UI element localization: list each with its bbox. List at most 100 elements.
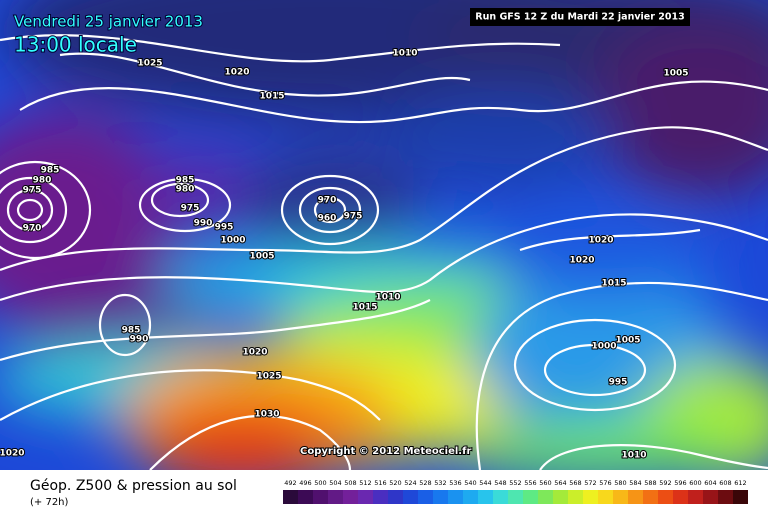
legend-swatch [703,490,718,504]
legend-label: 572 [584,479,596,487]
run-info: Run GFS 12 Z du Mardi 22 janvier 2013 [475,12,684,23]
isobar-label: 1015 [259,92,284,102]
isobar-label: 975 [181,204,200,214]
legend-label: 608 [719,479,731,487]
legend-swatch [538,490,553,504]
legend-label: 556 [524,479,536,487]
legend-label: 536 [449,479,461,487]
forecast-date: Vendredi 25 janvier 2013 [14,13,203,31]
isobar-label: 1030 [254,410,279,420]
footer-title: Géop. Z500 & pression au sol [30,478,237,494]
legend-swatch [583,490,598,504]
legend-label: 540 [464,479,476,487]
color-legend: 492 496 500 504 508 512 516 520 524 528 532 536 540 5… [283,479,748,504]
isobar-label: 985 [176,176,195,186]
isobar-label: 1000 [220,236,245,246]
isobar-label: 1020 [0,449,25,459]
isobar-label: 980 [176,185,195,195]
isobar-label: 990 [130,335,149,345]
legend-swatch [643,490,658,504]
isobar-label: 1010 [392,49,417,59]
isobar-label: 1020 [588,236,613,246]
isobar-label: 975 [23,186,42,196]
legend-label: 596 [674,479,686,487]
legend-swatch [598,490,613,504]
isobar-label: 1005 [663,69,688,79]
legend-swatch [613,490,628,504]
legend-label: 492 [284,479,296,487]
legend-label: 560 [539,479,551,487]
isobar-label: 985 [41,166,60,176]
legend-label: 588 [644,479,656,487]
isobar-label: 995 [609,378,628,388]
legend-swatch [628,490,643,504]
legend-swatch [733,490,748,504]
isobar-labels: 1025102010151010100598598097597098598097… [0,48,690,462]
legend-label: 604 [704,479,716,487]
legend-swatch [328,490,343,504]
legend-label: 508 [344,479,356,487]
legend-swatch [298,490,313,504]
map-field: 1025102010151010100598598097597098598097… [0,0,768,470]
run-box [470,8,690,26]
isobar-label: 960 [318,214,337,224]
legend-swatch [493,490,508,504]
legend-label: 592 [659,479,671,487]
legend-label: 552 [509,479,521,487]
isobar-label: 1025 [256,372,281,382]
legend-swatch [568,490,583,504]
legend-label: 612 [734,479,746,487]
isobar-label: 1005 [615,336,640,346]
legend-label: 504 [329,479,341,487]
legend-swatch [508,490,523,504]
legend-swatch [283,490,298,504]
legend-swatch [373,490,388,504]
legend-label: 532 [434,479,446,487]
legend-label: 496 [299,479,311,487]
legend-swatch [403,490,418,504]
legend-swatch [463,490,478,504]
isobar-label: 1020 [224,68,249,78]
isobar-label: 995 [215,223,234,233]
legend-swatch [553,490,568,504]
isobar-label: 1025 [137,59,162,69]
isobar-label: 985 [122,326,141,336]
isobar-label: 990 [194,219,213,229]
legend-label: 524 [404,479,416,487]
legend-label: 580 [614,479,626,487]
legend-label: 584 [629,479,641,487]
legend-swatch [658,490,673,504]
legend-swatch [343,490,358,504]
isobar-label: 970 [318,196,337,206]
isobar-label: 1015 [352,303,377,313]
legend-swatch [523,490,538,504]
isobar-label: 1020 [569,256,594,266]
legend-swatch [313,490,328,504]
isobar-label: 1020 [242,348,267,358]
legend-label: 500 [314,479,326,487]
legend-swatch [478,490,493,504]
legend-swatch [358,490,373,504]
legend-swatch [688,490,703,504]
legend-swatch [718,490,733,504]
isobars [0,34,768,470]
legend-swatch [418,490,433,504]
legend-label: 576 [599,479,611,487]
isobar-label: 1005 [249,252,274,262]
isobar-label: 1010 [375,293,400,303]
isobar-label: 1015 [601,279,626,289]
legend-label: 528 [419,479,431,487]
isobar-label: 975 [344,212,363,222]
footer-subtitle: (+ 72h) [30,497,69,508]
isobar-label: 970 [23,224,42,234]
legend-label: 520 [389,479,401,487]
legend-swatch [388,490,403,504]
legend-label: 516 [374,479,386,487]
legend-swatch [673,490,688,504]
isobar-label: 1000 [591,342,616,352]
isobar-label: 980 [33,176,52,186]
legend-swatch [433,490,448,504]
legend-label: 512 [359,479,371,487]
legend-label: 544 [479,479,491,487]
